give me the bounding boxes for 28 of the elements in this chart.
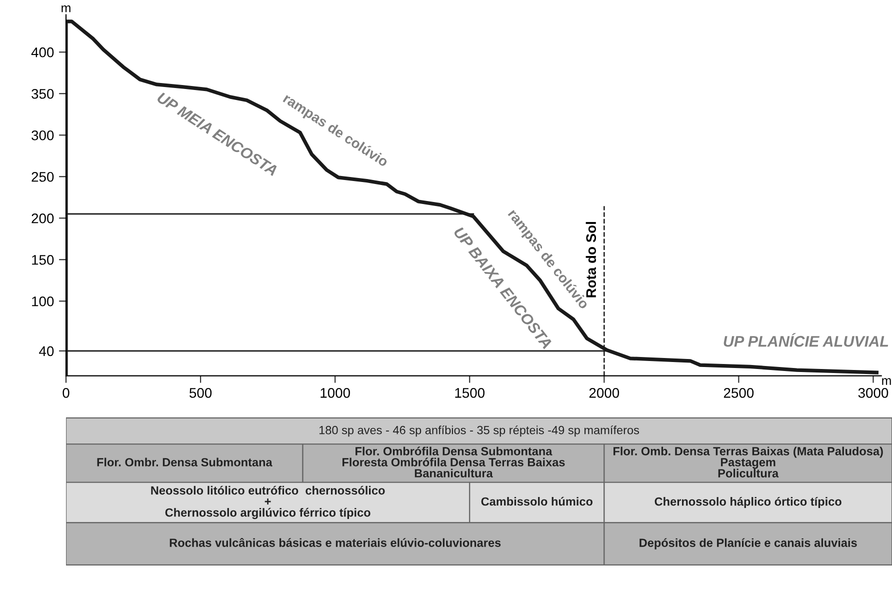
y-tick-label: 150 <box>32 254 54 265</box>
text: Chernossolo háplico órtico típico <box>654 496 842 508</box>
annotation: UP PLANÍCIE ALUVIAL <box>724 333 888 347</box>
text: Depósitos de Planície e canais aluviais <box>640 538 857 550</box>
ref-line-label: Rota do Sol <box>586 222 596 298</box>
y-axis-title: m <box>62 5 70 12</box>
text: Neossolo litólico eutrófico chernossólico + Chernossolo argilúvico férrico típico <box>151 486 385 520</box>
y-tick-label: 350 <box>32 88 54 99</box>
y-tick-label: 40 <box>39 346 54 356</box>
text: Flor. Ombr. Densa Submontana <box>97 458 272 466</box>
x-tick-label: 3000 <box>858 388 888 398</box>
x-axis-title: m <box>882 378 891 385</box>
text: Flor. Omb. Densa Terras Baixas (Mata Paludosa) Pastagem Policultura <box>614 446 883 478</box>
x-tick-label: 1000 <box>320 388 350 398</box>
y-tick-label: 100 <box>32 296 54 306</box>
x-tick-label: 2000 <box>589 388 620 398</box>
y-tick-label: 300 <box>32 130 54 140</box>
x-tick-label: 0 <box>62 388 70 398</box>
y-tick-label: 250 <box>32 172 54 182</box>
text: Cambissolo húmico <box>481 496 593 506</box>
text: Flor. Ombrófila Densa Submontana Floresta Ombrófila Densa Terras Baixas Bananicultura <box>342 446 565 478</box>
y-tick-label: 400 <box>31 47 54 58</box>
y-tick-label: 200 <box>32 213 54 224</box>
x-tick-label: 500 <box>190 388 212 398</box>
text: 180 sp aves - 46 sp anfíbios - 35 sp répteis -49 sp mamíferos <box>319 425 640 437</box>
x-tick-label: 2500 <box>724 388 754 398</box>
x-tick-label: 1500 <box>455 388 485 398</box>
text: Rochas vulcânicas básicas e materiais elúvio-coluvionares <box>170 538 501 547</box>
